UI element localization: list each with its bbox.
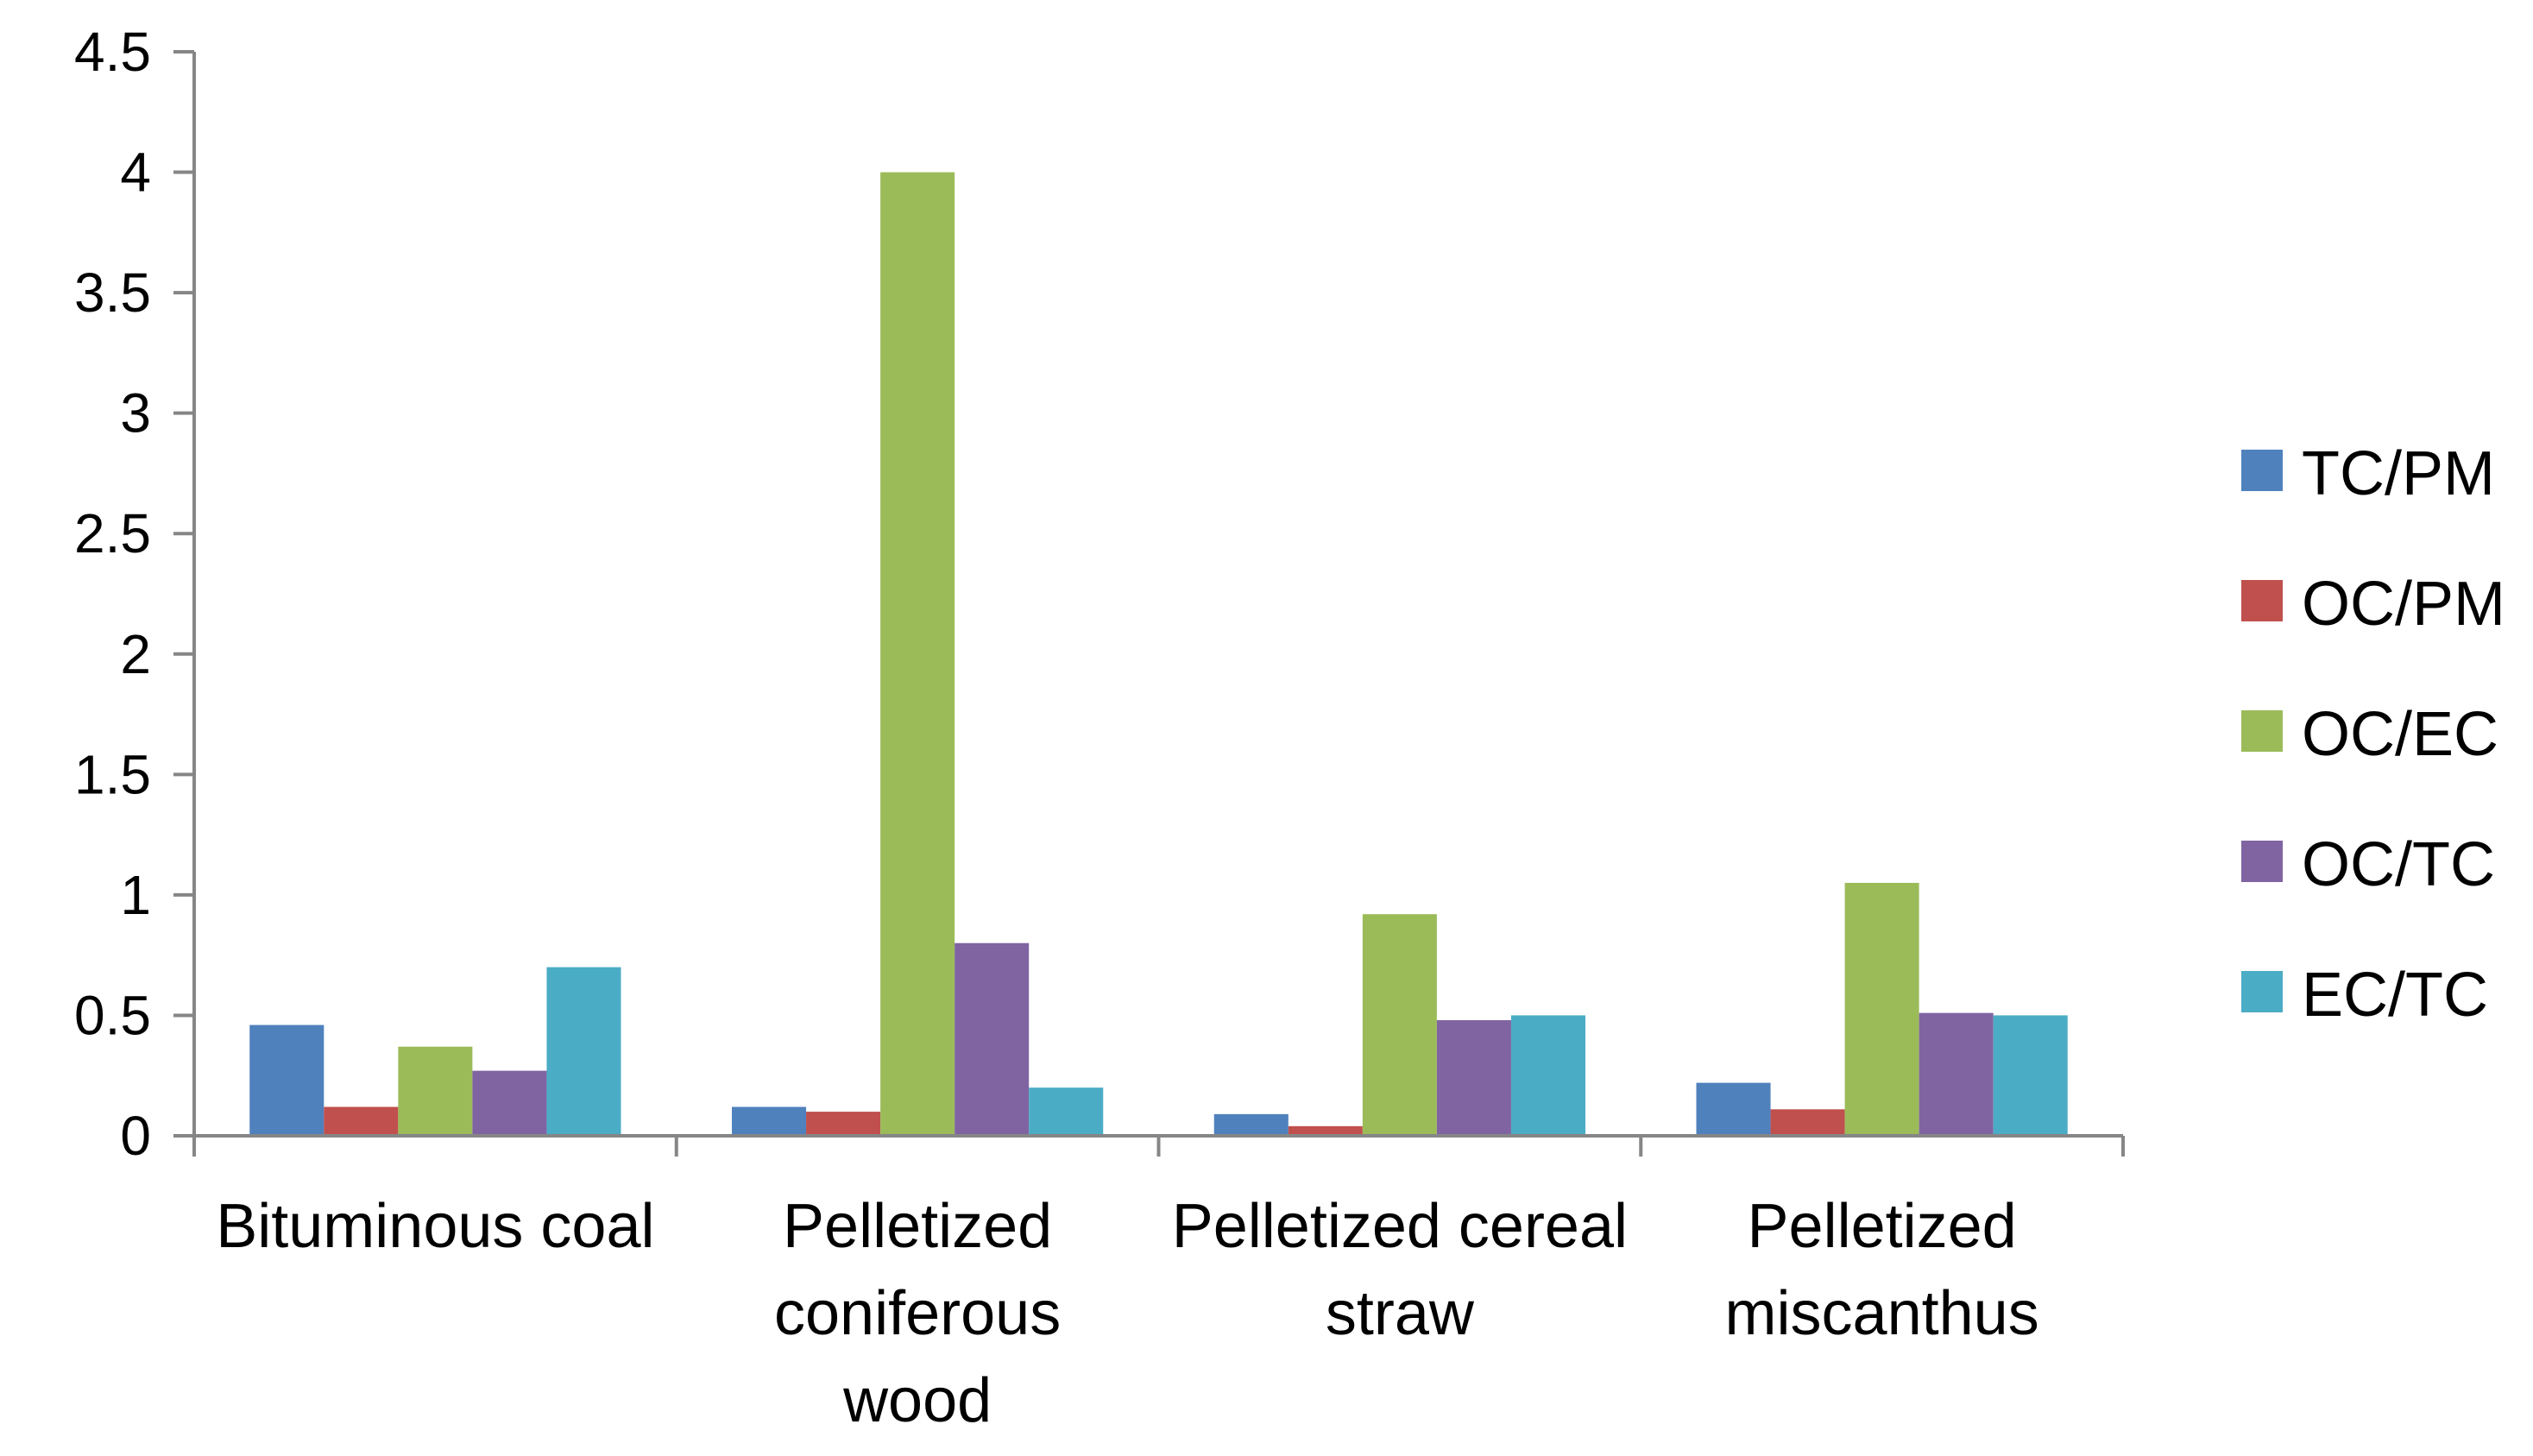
- legend-swatch-ec-tc: [2241, 971, 2283, 1012]
- bar-ec-tc-pelletized-coniferous-wood: [1029, 1087, 1104, 1136]
- bar-oc-ec-pelletized-coniferous-wood: [880, 172, 955, 1137]
- bar-ec-tc-pelletized-miscanthus: [1993, 1015, 2068, 1136]
- bar-tc-pm-bituminous-coal: [249, 1024, 325, 1136]
- legend-swatch-oc-tc: [2241, 841, 2283, 882]
- x-category-label-line: Pelletized: [783, 1192, 1052, 1261]
- bar-oc-pm-pelletized-cereal-straw: [1288, 1125, 1363, 1136]
- bar-oc-ec-bituminous-coal: [398, 1046, 473, 1136]
- legend-label-oc-tc: OC/TC: [2302, 830, 2495, 899]
- bar-oc-pm-pelletized-coniferous-wood: [806, 1112, 881, 1136]
- bar-ec-tc-pelletized-cereal-straw: [1510, 1015, 1585, 1136]
- bar-oc-pm-bituminous-coal: [324, 1106, 399, 1136]
- y-tick-label: 1: [120, 864, 151, 926]
- y-tick-label: 4: [120, 142, 151, 204]
- x-category-label-line: coniferous: [774, 1279, 1061, 1348]
- x-category-label-line: straw: [1326, 1279, 1475, 1348]
- y-tick-label: 4.5: [74, 21, 151, 83]
- x-category-label: Pelletized miscanthus: [1725, 1192, 2039, 1348]
- bar-oc-ec-pelletized-miscanthus: [1844, 882, 1919, 1136]
- y-tick-label: 0: [120, 1105, 151, 1167]
- legend-label-oc-ec: OC/EC: [2302, 700, 2498, 769]
- bar-tc-pm-pelletized-cereal-straw: [1213, 1113, 1289, 1136]
- bar-oc-tc-pelletized-cereal-straw: [1436, 1020, 1511, 1136]
- legend-swatch-oc-ec: [2241, 710, 2283, 752]
- axes-group: [192, 52, 2125, 1157]
- bar-oc-tc-bituminous-coal: [472, 1070, 547, 1136]
- x-category-label: Pelletized cereal straw: [1172, 1192, 1628, 1348]
- bar-oc-tc-pelletized-miscanthus: [1919, 1012, 1994, 1136]
- x-category-label: Bituminous coal: [216, 1192, 654, 1261]
- legend-label-ec-tc: EC/TC: [2302, 961, 2488, 1030]
- legend-swatch-oc-pm: [2241, 580, 2283, 621]
- bar-tc-pm-pelletized-coniferous-wood: [732, 1106, 807, 1136]
- y-tick-label: 3.5: [74, 262, 151, 324]
- bar-oc-pm-pelletized-miscanthus: [1770, 1109, 1845, 1136]
- y-tick-label: 2: [120, 623, 151, 685]
- legend-label-oc-pm: OC/PM: [2302, 570, 2505, 639]
- legend: TC/PM OC/PM OC/EC OC/TC EC/TC: [2241, 439, 2505, 1030]
- bars-group: [249, 172, 2068, 1137]
- y-tick-label: 1.5: [74, 743, 151, 805]
- legend-swatch-tc-pm: [2241, 450, 2283, 491]
- legend-label-tc-pm: TC/PM: [2302, 439, 2495, 508]
- x-category-label-line: miscanthus: [1725, 1279, 2039, 1348]
- bar-tc-pm-pelletized-miscanthus: [1696, 1082, 1771, 1136]
- x-category-label: Pelletized coniferous wood: [774, 1192, 1061, 1435]
- bar-ec-tc-bituminous-coal: [546, 967, 621, 1136]
- x-category-label-line: Pelletized cereal: [1172, 1192, 1628, 1261]
- y-tick-label: 2.5: [74, 502, 151, 564]
- y-axis-ticks: 0 0.5 1 1.5 2 2.5 3 3.5 4 4.5: [74, 21, 194, 1167]
- x-axis-category-labels: Bituminous coal Pelletized coniferous woodP…: [216, 1192, 2038, 1435]
- x-category-label-line: wood: [842, 1366, 992, 1435]
- bar-oc-tc-pelletized-coniferous-wood: [955, 942, 1030, 1136]
- x-category-label-line: Bituminous coal: [216, 1192, 654, 1261]
- y-tick-label: 0.5: [74, 984, 151, 1046]
- y-tick-label: 3: [120, 382, 151, 444]
- bar-oc-ec-pelletized-cereal-straw: [1362, 914, 1437, 1136]
- x-category-label-line: Pelletized: [1748, 1192, 2017, 1261]
